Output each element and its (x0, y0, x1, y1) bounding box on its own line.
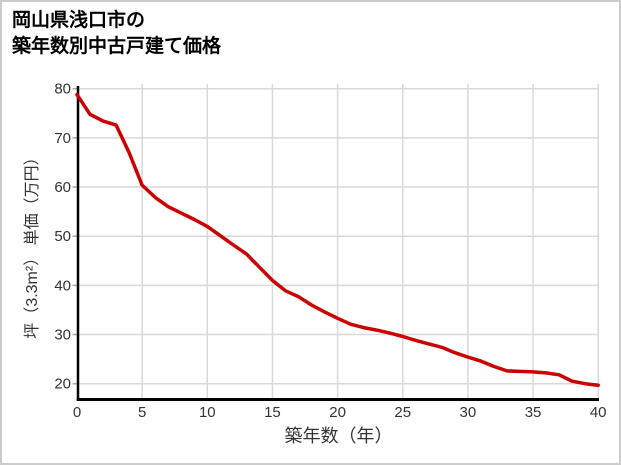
x-axis-title: 築年数（年） (284, 426, 393, 446)
x-tick-label: 5 (138, 404, 146, 421)
y-axis-title: 坪（3.3m²） 単価（万円） (24, 149, 41, 339)
x-tick-label: 0 (73, 404, 81, 421)
chart-title-line1: 岡山県浅口市の (12, 10, 146, 31)
price-line (75, 92, 600, 387)
y-tick-label: 80 (54, 81, 71, 98)
chart-title: 岡山県浅口市の 築年数別中古戸建て価格 (12, 8, 221, 60)
x-tick-label: 15 (264, 404, 281, 421)
x-tick-label: 25 (394, 404, 411, 421)
y-tick-label: 40 (54, 277, 71, 294)
y-tick-label: 30 (54, 327, 71, 344)
y-tick-label: 20 (54, 376, 71, 393)
y-tick-label: 60 (54, 179, 71, 196)
x-tick-label: 35 (525, 404, 542, 421)
x-tick-label: 30 (460, 404, 477, 421)
x-tick-label: 20 (329, 404, 346, 421)
chart-title-line2: 築年数別中古戸建て価格 (12, 36, 222, 57)
y-tick-label: 70 (54, 130, 71, 147)
x-tick-label: 40 (590, 404, 607, 421)
y-tick-label: 50 (54, 228, 71, 245)
x-tick-label: 10 (199, 404, 216, 421)
